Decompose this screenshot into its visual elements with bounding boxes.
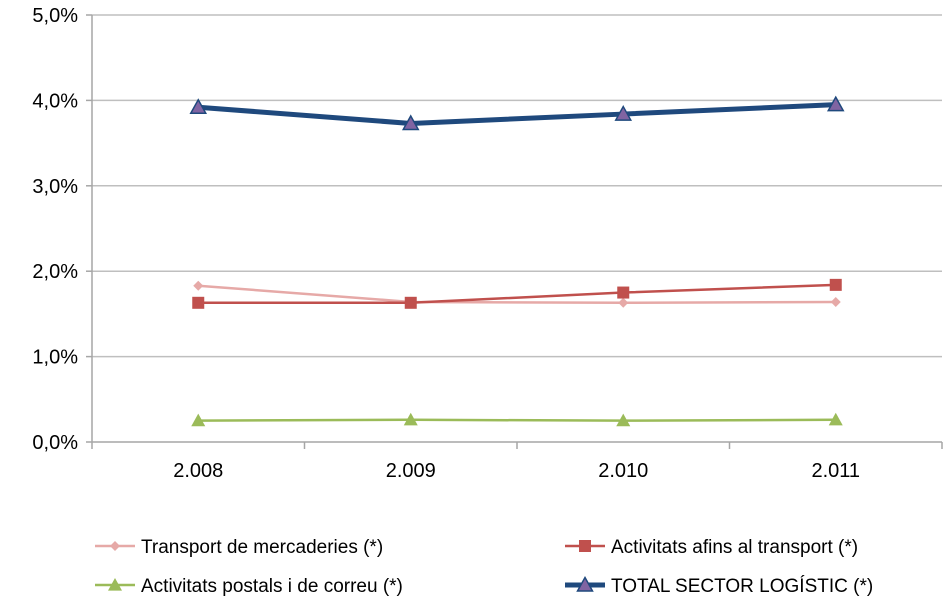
- legend: Transport de mercaderies (*) Activitats a…: [95, 537, 873, 597]
- x-tick-label: 2.010: [598, 460, 648, 482]
- data-point: [192, 296, 205, 309]
- data-point: [828, 412, 843, 426]
- data-point: [826, 95, 845, 112]
- gridlines: [92, 14, 942, 358]
- data-point: [829, 278, 842, 291]
- series-line: [198, 283, 836, 305]
- data-point: [830, 296, 841, 307]
- y-tick-label: 1,0%: [32, 347, 78, 369]
- legend-swatch-marker: [108, 578, 122, 591]
- legend-item: Activitats afins al transport (*): [565, 537, 858, 558]
- data-point: [401, 114, 420, 131]
- data-point: [616, 413, 631, 427]
- axes: 0,0% 1,0% 2,0% 3,0% 4,0% 5,0% 2.008 2.009 2.010 2…: [32, 5, 943, 482]
- data-point: [614, 105, 633, 121]
- y-tick-label: 5,0%: [32, 5, 78, 27]
- series-2: [192, 278, 842, 309]
- data-point: [191, 413, 206, 427]
- legend-label: Activitats afins al transport (*): [611, 537, 858, 558]
- legend-swatch-marker: [110, 541, 120, 551]
- legend-item: Activitats postals i de correu (*): [95, 576, 403, 597]
- legend-swatch-marker: [576, 575, 594, 592]
- series-line: [198, 284, 836, 305]
- y-tick-label: 3,0%: [32, 176, 78, 198]
- data-point: [193, 280, 204, 291]
- x-tick-label: 2.011: [811, 460, 860, 482]
- data-point: [404, 296, 417, 309]
- data-point: [617, 286, 630, 299]
- data-point: [189, 98, 208, 114]
- x-tick-label: 2.009: [386, 460, 436, 482]
- y-tick-label: 4,0%: [32, 90, 78, 112]
- x-tick-label: 2.008: [173, 460, 223, 482]
- y-tick-label: 0,0%: [32, 432, 78, 454]
- y-tick-label: 2,0%: [32, 261, 78, 283]
- legend-label: Activitats postals i de correu (*): [141, 576, 403, 597]
- legend-label: TOTAL SECTOR LOGÍSTIC (*): [611, 576, 873, 597]
- series-line: [198, 418, 836, 422]
- legend-label: Transport de mercaderies (*): [141, 537, 383, 558]
- data-point: [618, 297, 629, 308]
- series-4: [189, 95, 845, 131]
- series-line: [198, 102, 836, 126]
- legend-swatch-marker: [579, 540, 591, 552]
- legend-item: TOTAL SECTOR LOGÍSTIC (*): [565, 575, 873, 597]
- data-point: [403, 412, 418, 426]
- legend-item: Transport de mercaderies (*): [95, 537, 383, 558]
- series-3: [191, 412, 843, 427]
